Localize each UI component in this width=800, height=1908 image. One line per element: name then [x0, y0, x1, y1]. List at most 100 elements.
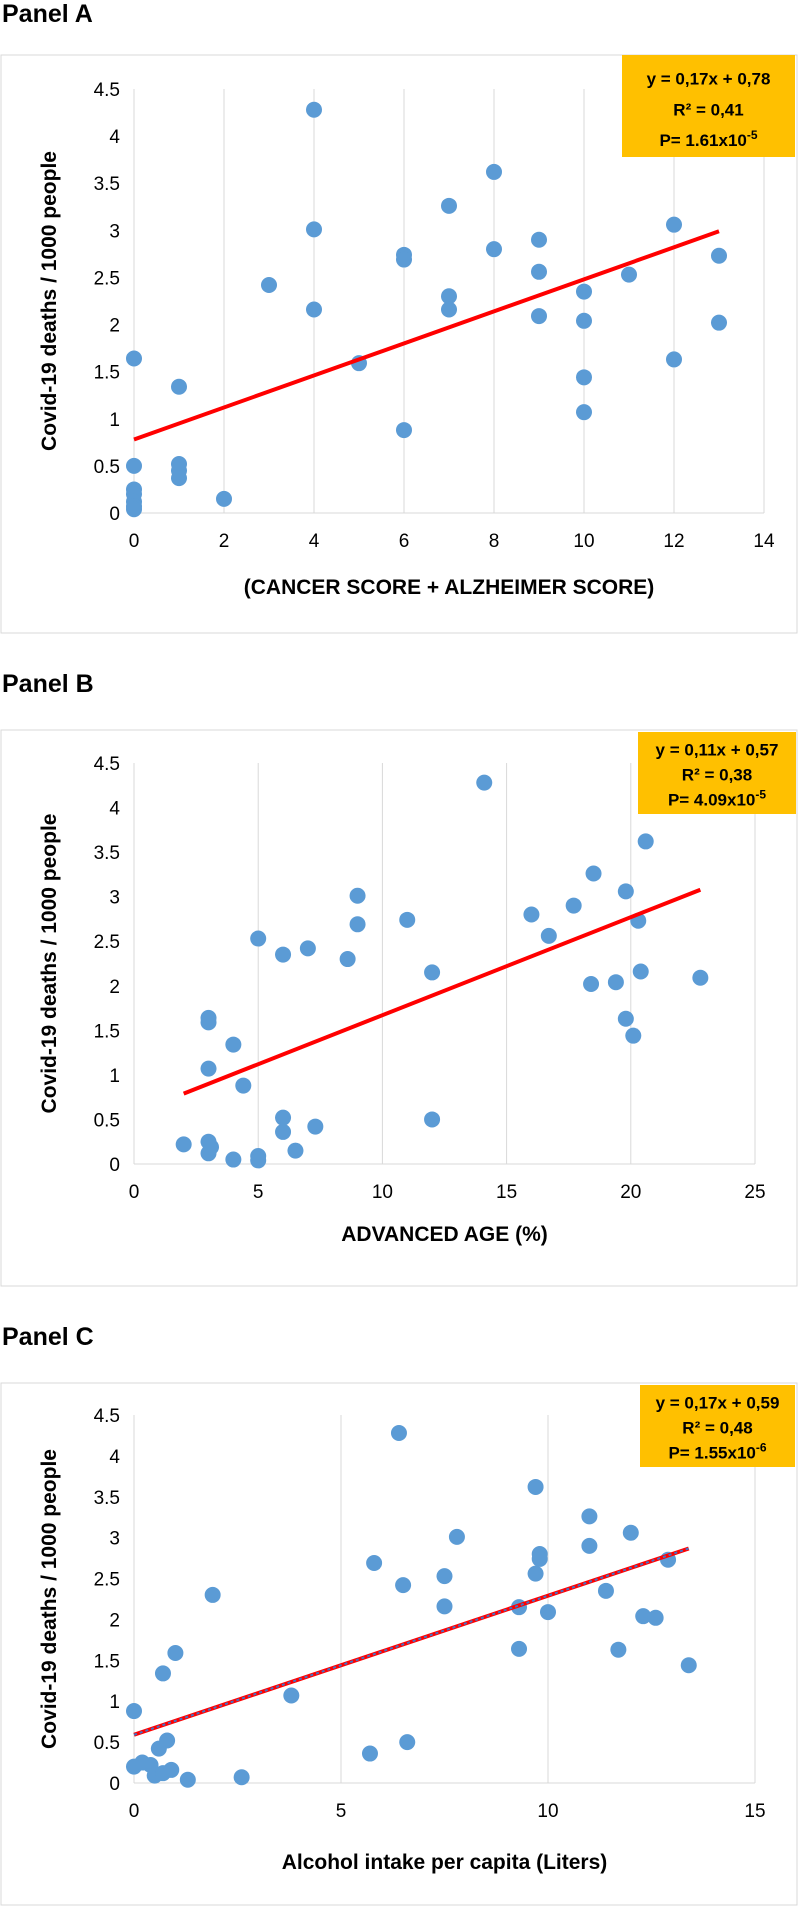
x-tick-label: 20: [620, 1182, 641, 1203]
p-value-base: P= 1.55x10: [668, 1443, 755, 1462]
data-point: [154, 1665, 171, 1682]
panel-c-chart: 0 5 10 15 0 0.5 1 1.5 2 2.5 3 3.5 4 4.5 Alcohol intake…: [0, 1382, 798, 1906]
data-point: [711, 314, 727, 331]
data-point: [540, 927, 557, 944]
data-point: [531, 1550, 548, 1567]
p-value-exponent: -6: [756, 1440, 767, 1454]
x-tick-label: 4: [309, 531, 320, 552]
panel-b-title: Panel B: [2, 670, 94, 698]
r-squared: R² = 0,38: [682, 765, 752, 784]
y-axis-label: Covid-19 deaths / 1000 people: [38, 814, 61, 1114]
data-point: [441, 288, 457, 305]
x-tick-label: 2: [219, 531, 230, 552]
x-tick-label: 25: [744, 1182, 765, 1203]
data-point: [200, 1014, 217, 1031]
data-point: [583, 975, 600, 992]
x-tick-label: 10: [573, 531, 594, 552]
data-point: [306, 101, 322, 118]
data-point: [167, 1644, 184, 1661]
data-point: [523, 906, 540, 923]
data-point: [680, 1657, 697, 1674]
data-point: [581, 1537, 598, 1554]
data-point: [225, 1151, 242, 1168]
data-point: [339, 951, 356, 968]
x-tick-label: 0: [129, 531, 140, 552]
x-tick-label: 8: [489, 531, 500, 552]
data-point: [565, 897, 582, 914]
data-point: [179, 1771, 196, 1788]
x-tick-label: 14: [753, 531, 775, 552]
x-tick-label: 6: [399, 531, 410, 552]
data-point: [531, 231, 547, 248]
data-point: [163, 1761, 180, 1778]
y-tick-label: 4: [109, 1447, 120, 1468]
data-point: [349, 916, 366, 933]
x-tick-label: 5: [336, 1801, 347, 1822]
x-axis-label: ADVANCED AGE (%): [341, 1223, 548, 1246]
y-tick-label: 1.5: [94, 363, 120, 384]
y-tick-label: 4: [109, 127, 120, 148]
data-point: [349, 887, 366, 904]
panel-b-chart: 0 5 10 15 20 25 0 0.5 1 1.5 2 2.5 3 3.5 4 4.5 ADVANCED A…: [0, 729, 798, 1287]
data-point: [361, 1745, 378, 1762]
data-point: [233, 1769, 250, 1786]
p-value-exponent: -5: [755, 787, 766, 801]
p-value-base: P= 1.61x10: [659, 131, 746, 150]
data-point: [366, 1555, 383, 1572]
x-tick-label: 12: [663, 531, 684, 552]
y-tick-label: 3.5: [94, 174, 120, 195]
data-point: [225, 1036, 242, 1053]
data-point: [275, 1109, 292, 1126]
data-point: [610, 1641, 627, 1658]
data-point: [637, 833, 654, 850]
stats-annotation: y = 0,17x + 0,78 R² = 0,41 P= 1.61x10-5: [622, 55, 795, 157]
stats-annotation: y = 0,17x + 0,59 R² = 0,48 P= 1.55x10-6: [640, 1385, 795, 1467]
data-point: [436, 1568, 453, 1585]
y-tick-label: 0: [109, 1155, 120, 1176]
data-point: [307, 1118, 324, 1135]
data-point: [126, 501, 142, 518]
y-tick-label: 3: [109, 1529, 120, 1550]
data-point: [647, 1609, 664, 1626]
data-point: [175, 1136, 192, 1153]
data-point: [576, 404, 592, 421]
y-tick-label: 2: [109, 316, 120, 337]
data-point: [531, 308, 547, 325]
data-point: [171, 470, 187, 487]
data-point: [527, 1478, 544, 1495]
data-point: [581, 1508, 598, 1525]
data-point: [632, 963, 649, 980]
data-point: [424, 964, 441, 981]
data-point: [283, 1687, 300, 1704]
x-tick-label: 15: [744, 1801, 765, 1822]
p-value-exponent: -5: [747, 128, 758, 142]
data-point: [540, 1604, 556, 1621]
panel-c-title: Panel C: [2, 1323, 94, 1351]
y-tick-label: 0.5: [94, 1733, 120, 1754]
data-point: [299, 940, 316, 957]
regression-equation: y = 0,17x + 0,59: [656, 1394, 780, 1413]
data-point: [216, 490, 232, 507]
data-point: [287, 1142, 304, 1159]
x-tick-label: 10: [372, 1182, 393, 1203]
data-point: [204, 1586, 221, 1603]
data-point: [159, 1732, 176, 1749]
data-point: [617, 883, 634, 900]
trendline: [182, 887, 702, 1096]
y-tick-label: 4: [109, 799, 120, 820]
x-tick-label: 5: [253, 1182, 264, 1203]
data-point: [486, 241, 502, 258]
data-point: [399, 1734, 416, 1751]
r-squared: R² = 0,48: [682, 1418, 752, 1437]
data-point: [399, 911, 416, 928]
data-point: [576, 369, 592, 386]
y-tick-label: 0.5: [94, 457, 120, 478]
data-point: [692, 969, 709, 986]
data-point: [635, 1608, 652, 1625]
p-value: P= 1.61x10-5: [659, 128, 757, 150]
data-point: [511, 1640, 528, 1657]
data-point: [666, 351, 682, 368]
y-tick-label: 4.5: [94, 1406, 120, 1427]
data-point: [390, 1424, 407, 1441]
y-tick-label: 4.5: [94, 754, 120, 775]
